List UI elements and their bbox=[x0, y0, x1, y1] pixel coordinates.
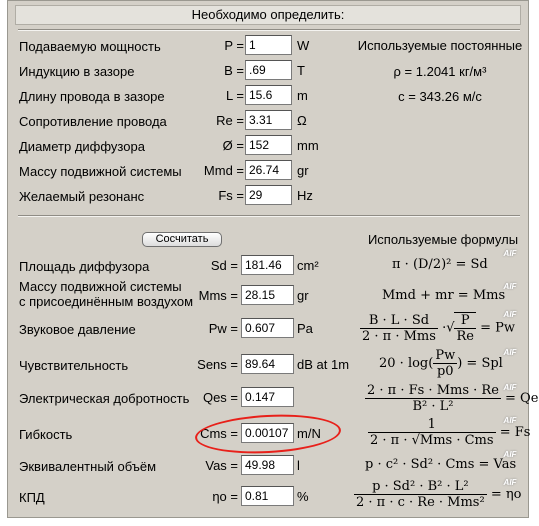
aif-badge-icon: AIF bbox=[500, 309, 520, 321]
input-unit: Hz bbox=[297, 188, 313, 203]
result-symbol: Sens = bbox=[197, 357, 238, 372]
result-symbol: ηo = bbox=[212, 489, 238, 504]
result-unit: % bbox=[297, 489, 309, 504]
input-field[interactable]: 15.6 bbox=[245, 85, 292, 105]
result-unit: Pa bbox=[297, 321, 313, 336]
input-label: Массу подвижной системы bbox=[19, 164, 182, 179]
result-field[interactable]: 49.98 bbox=[241, 455, 294, 475]
formulas-title: Используемые формулы bbox=[367, 232, 519, 247]
result-label: Гибкость bbox=[19, 427, 73, 442]
result-field[interactable]: 0.607 bbox=[241, 318, 294, 338]
constant-rho: ρ = 1.2041 кг/м³ bbox=[393, 64, 487, 79]
calculate-button[interactable]: Сосчитать bbox=[142, 232, 222, 247]
result-unit: cm² bbox=[297, 258, 319, 273]
input-unit: W bbox=[297, 38, 310, 53]
result-symbol: Vas = bbox=[205, 458, 238, 473]
aif-badge-icon: AIF bbox=[500, 382, 520, 394]
aif-badge-icon: AIF bbox=[500, 281, 520, 293]
input-unit: mm bbox=[297, 138, 319, 153]
result-label: Массу подвижной системы с присоединённым… bbox=[19, 279, 194, 309]
result-field[interactable]: 0.147 bbox=[241, 387, 294, 407]
result-symbol: Cms = bbox=[200, 426, 238, 441]
result-unit: m/N bbox=[297, 426, 321, 441]
result-label: Звуковое давление bbox=[19, 322, 136, 337]
input-unit: m bbox=[297, 88, 308, 103]
aif-badge-icon: AIF bbox=[500, 477, 520, 489]
result-symbol: Qes = bbox=[202, 390, 238, 405]
result-label: Площадь диффузора bbox=[19, 259, 150, 274]
formula-spl: 20 · log(Pw p0) = Spl bbox=[379, 348, 503, 379]
result-field[interactable]: 89.64 bbox=[241, 354, 294, 374]
input-label: Диаметр диффузора bbox=[19, 139, 145, 154]
input-symbol: B = bbox=[224, 63, 244, 78]
divider bbox=[18, 29, 520, 31]
formula-mms: Mmd + mr = Mms bbox=[382, 288, 506, 303]
highlight-circle bbox=[194, 411, 342, 457]
input-label: Желаемый резонанс bbox=[19, 189, 145, 204]
divider bbox=[18, 215, 520, 217]
input-unit: gr bbox=[297, 163, 309, 178]
result-label: Электрическая добротность bbox=[19, 391, 190, 406]
aif-badge-icon: AIF bbox=[500, 449, 520, 461]
formula-sd: π · (D/2)² = Sd bbox=[392, 257, 488, 272]
result-field[interactable]: 181.46 bbox=[241, 255, 294, 275]
input-symbol: Fs = bbox=[218, 188, 244, 203]
section-header: Необходимо определить: bbox=[15, 5, 521, 25]
input-symbol: P = bbox=[224, 38, 244, 53]
formula-eta: p · Sd² · B² · L² 2 · π · c · Re · Mms² =… bbox=[354, 479, 522, 510]
input-unit: T bbox=[297, 63, 305, 78]
input-symbol: Re = bbox=[216, 113, 244, 128]
aif-badge-icon: AIF bbox=[500, 248, 520, 260]
input-symbol: Ø = bbox=[222, 138, 244, 153]
constants-title: Используемые постоянные bbox=[357, 38, 523, 53]
result-label: Эквивалентный объём bbox=[19, 459, 157, 474]
result-unit: l bbox=[297, 458, 300, 473]
aif-badge-icon: AIF bbox=[500, 415, 520, 427]
aif-badge-icon: AIF bbox=[500, 347, 520, 359]
formula-pw: B · L · Sd 2 · π · Mms ·√ P Re = Pw bbox=[360, 312, 516, 344]
constant-c: c = 343.26 м/с bbox=[398, 89, 482, 104]
result-symbol: Sd = bbox=[210, 258, 238, 273]
input-field[interactable]: .69 bbox=[245, 60, 292, 80]
input-symbol: L = bbox=[226, 88, 244, 103]
input-field[interactable]: 26.74 bbox=[245, 160, 292, 180]
result-label: Чувствительность bbox=[19, 358, 129, 373]
input-field[interactable]: 152 bbox=[245, 135, 292, 155]
formula-vas: p · c² · Sd² · Cms = Vas bbox=[365, 457, 517, 472]
input-field[interactable]: 1 bbox=[245, 35, 292, 55]
result-label: КПД bbox=[19, 490, 45, 505]
input-symbol: Mmd = bbox=[203, 163, 244, 178]
input-label: Индукцию в зазоре bbox=[19, 64, 135, 79]
result-field[interactable]: 0.81 bbox=[241, 486, 294, 506]
input-label: Сопротивление провода bbox=[19, 114, 167, 129]
input-label: Длину провода в зазоре bbox=[19, 89, 165, 104]
result-unit: gr bbox=[297, 288, 309, 303]
calculator-panel: Необходимо определить: Подаваемую мощнос… bbox=[7, 0, 539, 518]
input-field[interactable]: 3.31 bbox=[245, 110, 292, 130]
input-label: Подаваемую мощность bbox=[19, 39, 161, 54]
input-unit: Ω bbox=[297, 113, 307, 128]
result-unit: dB at 1m bbox=[297, 357, 350, 372]
result-field[interactable]: 28.15 bbox=[241, 285, 294, 305]
result-field[interactable]: 0.00107 bbox=[241, 423, 294, 443]
result-symbol: Pw = bbox=[208, 321, 238, 336]
result-symbol: Mms = bbox=[198, 288, 238, 303]
input-field[interactable]: 29 bbox=[245, 185, 292, 205]
